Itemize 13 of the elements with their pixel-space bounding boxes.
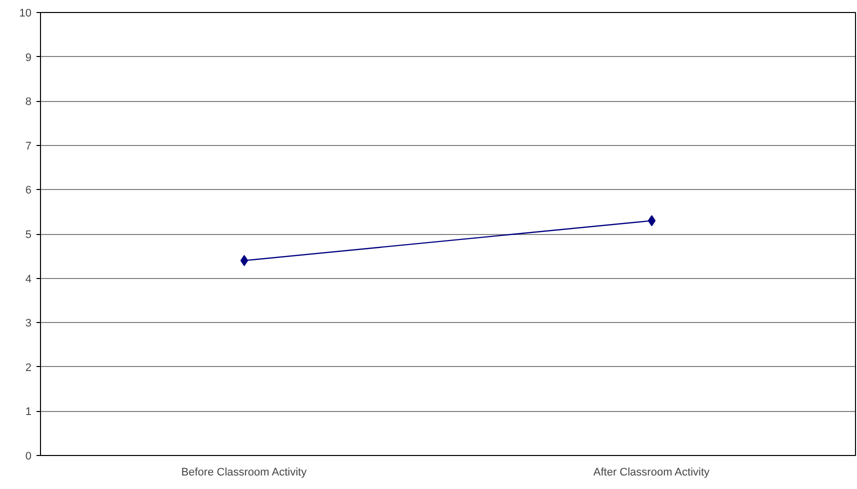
y-tick-label: 5 [25,229,32,241]
x-tick-label: Before Classroom Activity [181,466,308,478]
y-tick-label: 8 [25,96,32,108]
y-tick-label: 10 [19,8,32,20]
y-tick-label: 9 [25,52,32,64]
x-tick-label: After Classroom Activity [593,466,710,478]
y-tick-label: 3 [25,318,32,330]
y-tick-label: 2 [25,362,32,374]
y-tick-label: 6 [25,184,32,197]
y-tick-label: 4 [25,273,32,286]
y-tick-label: 1 [25,406,32,418]
y-tick-label: 7 [25,140,32,152]
y-tick-label: 0 [25,450,32,462]
